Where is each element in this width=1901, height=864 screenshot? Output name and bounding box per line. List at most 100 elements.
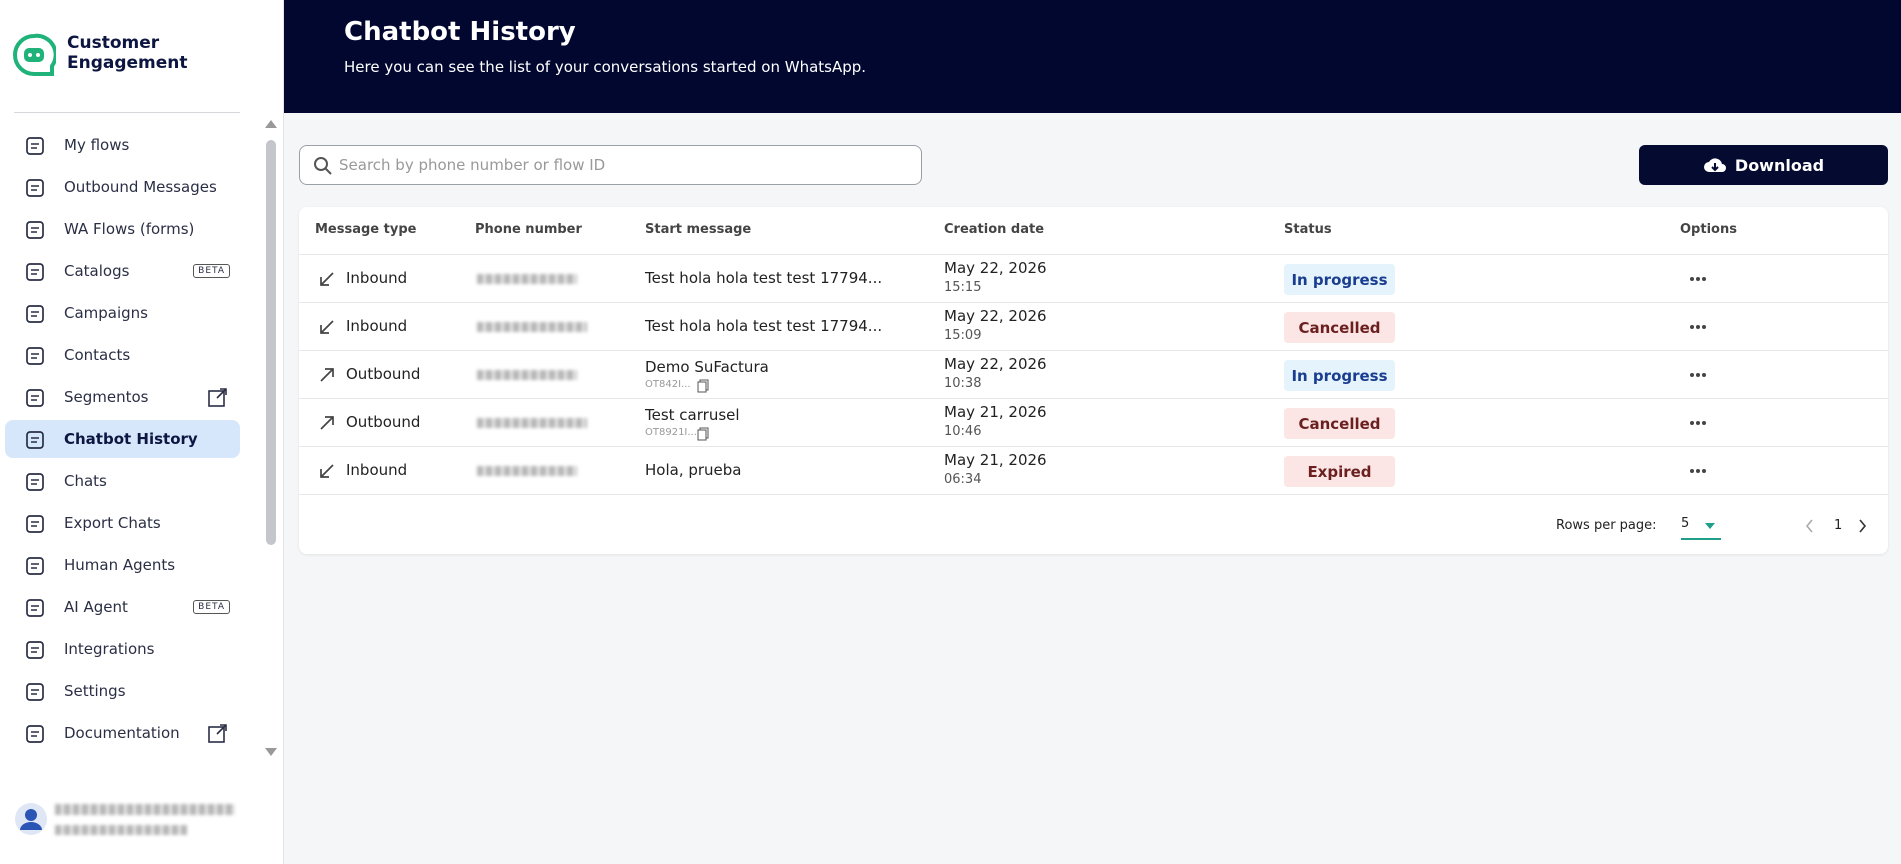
nav-label: Contacts [64,346,131,364]
flow-id: OT8921I... [645,427,697,438]
nav-badge: BETA [193,264,230,278]
status-badge: In progress [1284,360,1395,391]
nav-icon [26,431,44,449]
scroll-arrows [265,120,277,756]
nav-label: Outbound Messages [64,178,217,196]
brand: Customer Engagement [67,33,188,73]
table-footer: Rows per page: 5 1 [299,494,1888,554]
nav-item[interactable]: WA Flows (forms) [5,210,240,248]
phone-number [477,466,577,476]
creation-time: 10:46 [944,424,982,439]
creation-time: 06:34 [944,472,982,487]
avatar [15,803,47,835]
download-label: Download [1734,155,1825,175]
nav-item[interactable]: Chatbot History [5,420,240,458]
nav-label: WA Flows (forms) [64,220,195,238]
logo [13,33,56,76]
download-button[interactable]: Download [1639,145,1888,185]
nav-label: Human Agents [64,556,176,574]
nav-label: Documentation [64,724,180,742]
flow-id: OT842I... [645,379,691,390]
nav-label: Segmentos [64,388,149,406]
scrollbar [266,140,276,545]
table-row: Inbound Test hola hola test test 17794...… [299,254,1888,302]
table-row: Outbound Test carrusel OT8921I... May 21, 2… [299,398,1888,446]
nav-item[interactable]: Documentation [5,714,240,752]
start-message: Hola, prueba [645,461,742,479]
options-button [1690,373,1706,377]
nav-item[interactable]: AI Agent BETA [5,588,240,626]
divider [14,112,240,113]
nav-icon [26,263,44,281]
nav-item[interactable]: Integrations [5,630,240,668]
nav-icon [26,179,44,197]
search-box[interactable]: Search by phone number or flow ID [299,145,922,185]
nav-item[interactable]: Campaigns [5,294,240,332]
options-button [1690,277,1706,281]
nav-item[interactable]: Chats [5,462,240,500]
options-button [1690,469,1706,473]
nav-item[interactable]: Segmentos [5,378,240,416]
nav-icon [26,641,44,659]
page-subtitle: Here you can see the list of your conver… [344,58,867,76]
direction-icon [320,464,334,478]
nav-icon [26,221,44,239]
nav-label: Export Chats [64,514,161,532]
direction-icon [320,416,334,430]
nav-label: Integrations [64,640,155,658]
nav-label: Catalogs [64,262,130,280]
column-header: Status [1284,222,1332,237]
creation-date: May 21, 2026 [944,403,1047,421]
column-header: Creation date [944,222,1045,237]
select-arrow [1705,523,1715,529]
nav-item[interactable]: Human Agents [5,546,240,584]
nav-label: Chatbot History [64,430,198,448]
message-type: Inbound [346,269,408,287]
external-icon [208,724,227,743]
rows-per-page-label: Rows per page: [1556,518,1657,533]
nav-badge: BETA [193,600,230,614]
table-row: Inbound Hola, prueba May 21, 2026 06:34 Expi… [299,446,1888,494]
user-name [55,825,187,835]
column-header: Start message [645,222,752,237]
start-message: Demo SuFactura [645,358,769,376]
table-row: Outbound Demo SuFactura OT842I... May 22, 2… [299,350,1888,398]
search-placeholder: Search by phone number or flow ID [339,156,606,174]
copy-icon [697,427,709,441]
nav-icon [26,725,44,743]
user-email [55,804,235,815]
column-header: Message type [315,222,417,237]
page-title: Chatbot History [344,17,576,47]
creation-date: May 22, 2026 [944,259,1047,277]
page-number: 1 [1834,518,1843,533]
direction-icon [320,320,334,334]
creation-date: May 21, 2026 [944,451,1047,469]
nav-item[interactable]: Outbound Messages [5,168,240,206]
nav-label: Chats [64,472,107,490]
nav-item[interactable]: Export Chats [5,504,240,542]
nav-icon [26,599,44,617]
direction-icon [320,272,334,286]
options-button [1690,325,1706,329]
nav-icon [26,389,44,407]
header: Chatbot History Here you can see the lis… [284,0,1901,113]
download-icon [1703,158,1726,172]
nav-item[interactable]: Contacts [5,336,240,374]
copy-icon [697,379,709,393]
rows-per-page-select[interactable]: 5 [1681,516,1721,540]
nav-item[interactable]: Catalogs BETA [5,252,240,290]
creation-date: May 22, 2026 [944,355,1047,373]
phone-number [477,274,577,284]
status-badge: In progress [1284,264,1395,295]
phone-number [477,418,587,428]
column-header: Options [1680,222,1737,237]
message-type: Outbound [346,413,421,431]
nav-item[interactable]: Settings [5,672,240,710]
nav-icon [26,137,44,155]
status-badge: Cancelled [1284,408,1395,439]
nav-item[interactable]: My flows [5,126,240,164]
status-badge: Cancelled [1284,312,1395,343]
status-badge: Expired [1284,456,1395,487]
creation-time: 10:38 [944,376,982,391]
